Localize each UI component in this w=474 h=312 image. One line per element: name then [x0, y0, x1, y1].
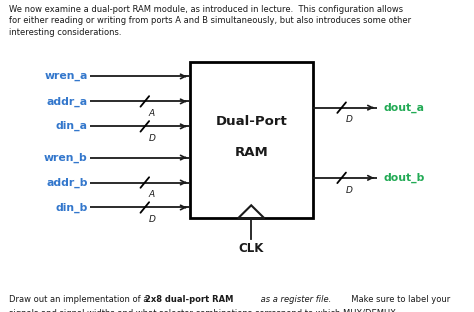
Text: wren_b: wren_b [44, 153, 88, 163]
Text: addr_b: addr_b [46, 178, 88, 188]
Text: signals and signal widths and what selector combinations correspond to which MUX: signals and signal widths and what selec… [9, 309, 396, 312]
Text: CLK: CLK [238, 242, 264, 256]
Text: 2x8 dual-port RAM: 2x8 dual-port RAM [145, 295, 233, 304]
Text: din_a: din_a [55, 121, 88, 131]
Text: We now examine a dual-port RAM module, as introduced in lecture.  This configura: We now examine a dual-port RAM module, a… [9, 5, 411, 37]
Text: RAM: RAM [234, 146, 268, 159]
Bar [190, 62, 313, 218]
Text: D: D [346, 186, 352, 195]
Text: dout_b: dout_b [384, 173, 425, 183]
Text: D: D [346, 115, 352, 124]
Text: as a register file.: as a register file. [258, 295, 332, 304]
Text: Draw out an implementation of a: Draw out an implementation of a [9, 295, 152, 304]
Text: din_b: din_b [55, 202, 88, 212]
Text: wren_a: wren_a [44, 71, 88, 81]
Text: Dual-Port: Dual-Port [215, 115, 287, 128]
Text: D: D [148, 134, 155, 143]
Text: addr_a: addr_a [46, 96, 88, 106]
Text: A: A [148, 109, 155, 118]
Text: A: A [148, 190, 155, 199]
Text: Make sure to label your: Make sure to label your [346, 295, 450, 304]
Text: dout_a: dout_a [384, 103, 425, 113]
Text: D: D [148, 215, 155, 224]
